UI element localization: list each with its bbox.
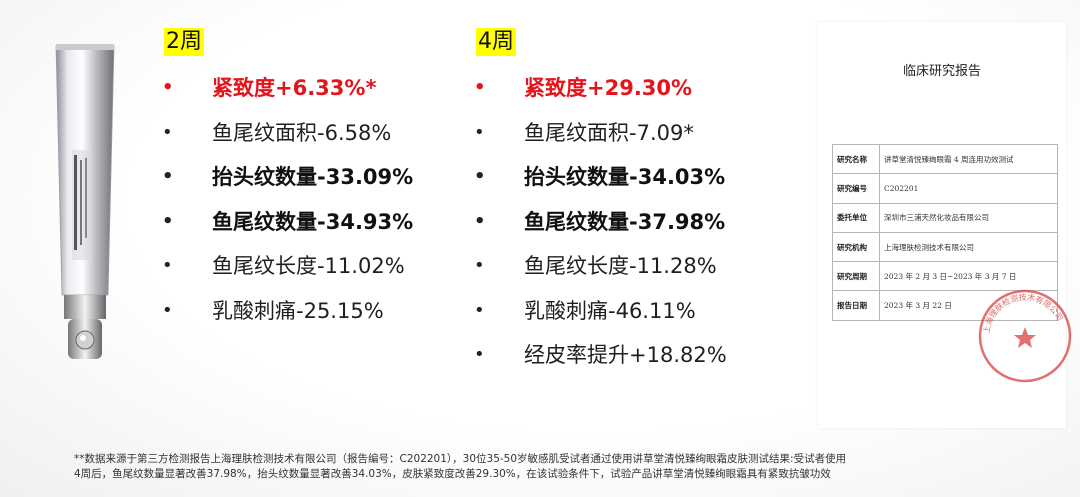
list-item: 鱼尾纹数量-37.98% — [474, 200, 804, 245]
list-item: 鱼尾纹面积-7.09* — [474, 111, 804, 156]
report-value: 上海理肤检测技术有限公司 — [879, 231, 1058, 263]
report-value: 2023 年 3 月 22 日 — [879, 290, 1058, 321]
table-row: 研究机构 上海理肤检测技术有限公司 — [832, 231, 1058, 263]
results-list-4-weeks: 紧致度+29.30% 鱼尾纹面积-7.09* 抬头纹数量-34.03% 鱼尾纹数… — [474, 66, 804, 378]
company-seal-icon: 上海理肤检测技术有限公司 — [976, 287, 1074, 385]
table-row: 研究周期 2023 年 2 月 3 日~2023 年 3 月 7 日 — [832, 261, 1058, 292]
list-item: 鱼尾纹长度-11.28% — [474, 244, 804, 289]
report-value: C202201 — [879, 173, 1058, 204]
list-item: 乳酸刺痛-46.11% — [474, 289, 804, 334]
footnote-line: 4周后，鱼尾纹数量显著改善37.98%，抬头纹数量显著改善34.03%，皮肤紧致… — [74, 468, 831, 480]
clinical-report: 临床研究报告 研究名称 讲草堂清悦臻绚眼霜 4 周连用功效测试 研究编号 C20… — [818, 22, 1072, 428]
list-item: 紧致度+6.33%* — [162, 66, 452, 111]
svg-text:上海理肤检测技术有限公司: 上海理肤检测技术有限公司 — [982, 292, 1064, 334]
table-row: 研究名称 讲草堂清悦臻绚眼霜 4 周连用功效测试 — [832, 143, 1058, 175]
period-title-4-weeks: 4周 — [476, 28, 516, 56]
results-2-weeks: 2周 紧致度+6.33%* 鱼尾纹面积-6.58% 抬头纹数量-33.09% 鱼… — [162, 28, 452, 333]
table-row: 报告日期 2023 年 3 月 22 日 — [832, 290, 1058, 321]
list-item: 抬头纹数量-34.03% — [474, 155, 804, 200]
report-key: 委托单位 — [832, 202, 880, 233]
table-row: 研究编号 C202201 — [832, 173, 1058, 204]
eye-cream-tube-icon — [50, 40, 120, 380]
report-key: 研究编号 — [832, 173, 880, 204]
list-item: 紧致度+29.30% — [474, 66, 804, 111]
report-key: 报告日期 — [832, 290, 880, 321]
report-value: 讲草堂清悦臻绚眼霜 4 周连用功效测试 — [879, 143, 1058, 175]
report-key: 研究名称 — [832, 143, 880, 175]
report-title: 临床研究报告 — [902, 64, 981, 79]
list-item: 鱼尾纹长度-11.02% — [162, 244, 452, 289]
list-item: 鱼尾纹数量-34.93% — [162, 200, 452, 245]
period-title-2-weeks: 2周 — [164, 28, 204, 56]
table-row: 委托单位 深圳市三浦天然化妆品有限公司 — [832, 202, 1058, 233]
list-item: 鱼尾纹面积-6.58% — [162, 111, 452, 156]
list-item: 经皮率提升+18.82% — [474, 333, 804, 378]
report-key: 研究机构 — [832, 231, 880, 263]
footnote-line: **数据来源于第三方检测报告上海理肤检测技术有限公司（报告编号：C202201）… — [74, 453, 847, 465]
results-list-2-weeks: 紧致度+6.33%* 鱼尾纹面积-6.58% 抬头纹数量-33.09% 鱼尾纹数… — [162, 66, 452, 333]
report-value: 深圳市三浦天然化妆品有限公司 — [879, 202, 1058, 233]
footnote: **数据来源于第三方检测报告上海理肤检测技术有限公司（报告编号：C202201）… — [74, 452, 1014, 482]
results-4-weeks: 4周 紧致度+29.30% 鱼尾纹面积-7.09* 抬头纹数量-34.03% 鱼… — [474, 28, 804, 378]
list-item: 乳酸刺痛-25.15% — [162, 289, 452, 334]
list-item: 抬头纹数量-33.09% — [162, 155, 452, 200]
report-value: 2023 年 2 月 3 日~2023 年 3 月 7 日 — [879, 261, 1058, 292]
report-table: 研究名称 讲草堂清悦臻绚眼霜 4 周连用功效测试 研究编号 C202201 委托… — [832, 143, 1058, 321]
report-key: 研究周期 — [832, 261, 880, 292]
